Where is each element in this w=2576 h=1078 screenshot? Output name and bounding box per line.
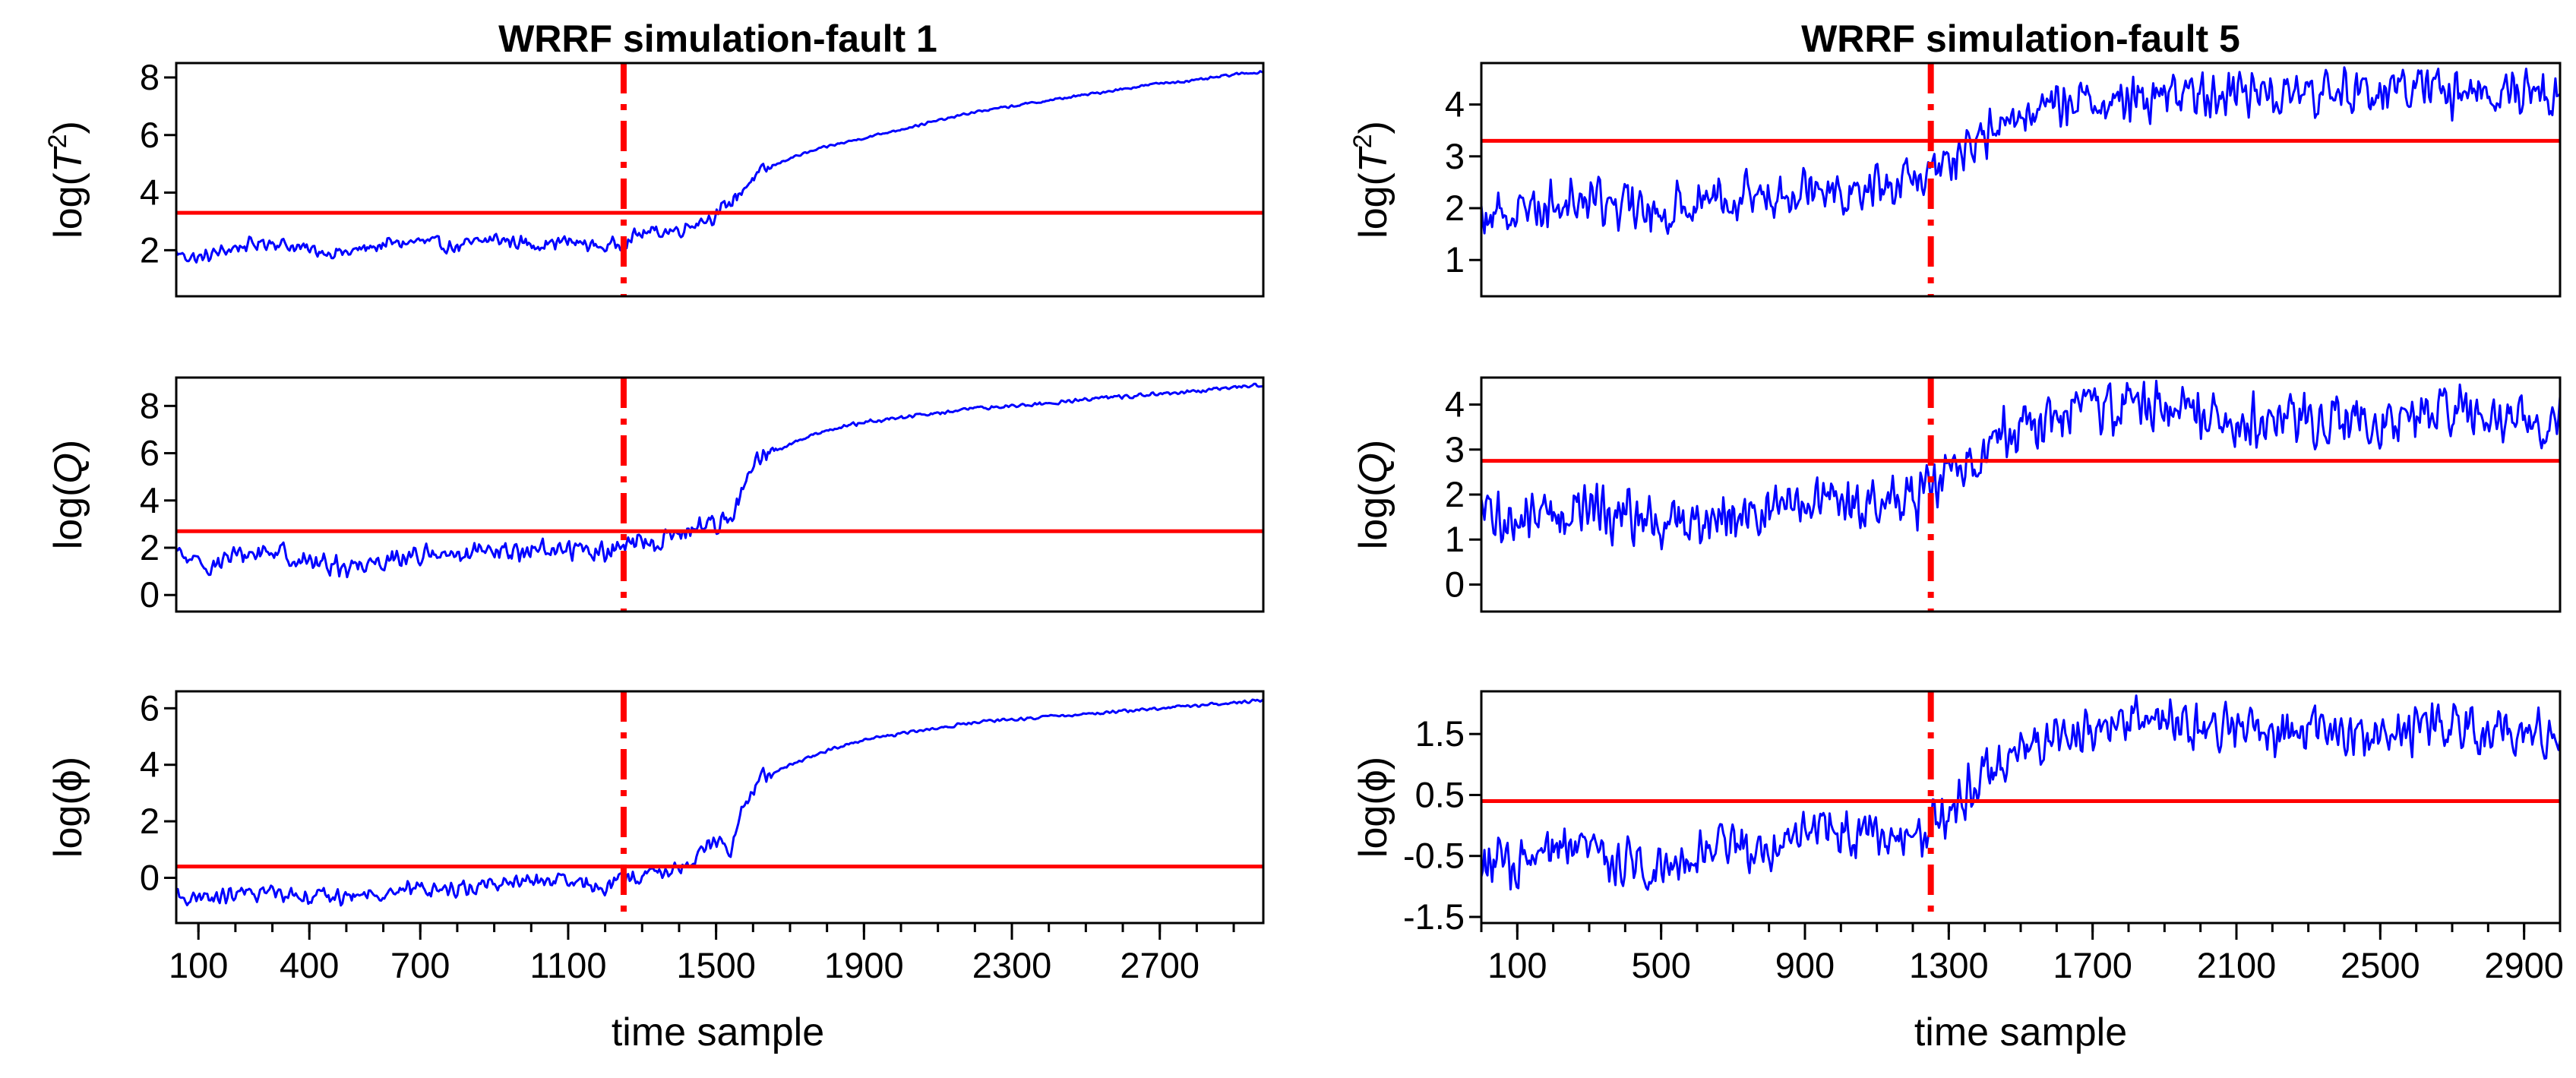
y-axis-label: log(Q) (46, 440, 90, 550)
x-axis-label: time sample (1914, 1010, 2127, 1054)
y-axis-label-suffix: ) (46, 440, 90, 453)
x-tick-label: 2100 (2197, 945, 2277, 985)
y-axis-label-variable: Q (1351, 453, 1395, 483)
x-tick-label: 1700 (2053, 945, 2132, 985)
x-tick-label: 2900 (2484, 945, 2564, 985)
x-tick-label: 500 (1631, 945, 1690, 985)
y-axis-label-variable: T (1351, 146, 1395, 172)
y-tick-label: 2 (1445, 188, 1465, 228)
y-axis-label-variable: ϕ (46, 770, 90, 792)
y-tick-label: 4 (1445, 84, 1465, 125)
y-tick-label: 6 (140, 688, 160, 728)
y-axis-label-prefix: log( (46, 483, 90, 549)
y-axis-label-suffix: ) (1351, 121, 1395, 134)
plot-frame (175, 690, 1265, 925)
y-axis-label-suffix: ) (46, 121, 90, 134)
y-tick-label: 2 (140, 801, 160, 841)
y-tick-label: 1 (1445, 239, 1465, 280)
y-tick-label: 2 (1445, 474, 1465, 514)
y-tick-label: -0.5 (1403, 836, 1465, 876)
y-axis-label-suffix: ) (1351, 440, 1395, 453)
y-axis-label-prefix: log( (1351, 483, 1395, 549)
y-axis-label: log(T2) (43, 121, 90, 239)
panel-left-2: 0 2 4 6 log(ϕ) 100 400 700 1100 1500 1900 2300 2700 t… (46, 688, 1265, 1054)
series-line (1481, 694, 2560, 891)
y-axis-label: log(ϕ) (1351, 757, 1395, 858)
panel-left-1: 0 2 4 6 8 log(Q) (46, 376, 1265, 615)
y-tick-label: 2 (140, 527, 160, 567)
y-axis-label: log(Q) (1351, 440, 1395, 550)
x-tick-label: 1100 (529, 945, 606, 985)
y-axis-label-prefix: log( (46, 172, 90, 238)
y-tick-label: 8 (140, 385, 160, 425)
plot-frame (1480, 62, 2562, 298)
y-axis-label-prefix: log( (1351, 792, 1395, 858)
y-tick-label: 6 (140, 115, 160, 155)
y-axis-label-suffix: ) (1351, 757, 1395, 770)
y-tick-label: 0 (1445, 564, 1465, 604)
x-tick-label: 2300 (972, 945, 1052, 985)
x-tick-label: 2700 (1120, 945, 1199, 985)
y-axis-label-superscript: 2 (1348, 134, 1377, 148)
x-axis-label: time sample (612, 1010, 824, 1054)
y-axis-label-variable: T (46, 146, 90, 172)
panel-right-2: -1.5 -0.5 0.5 1.5 log(ϕ) 100 500 900 1300 1700 210… (1351, 690, 2564, 1054)
y-axis-label-prefix: log( (46, 792, 90, 858)
y-tick-label: 6 (140, 433, 160, 473)
y-axis-label: log(ϕ) (46, 757, 90, 858)
series-line (1481, 379, 2560, 551)
panel-title: WRRF simulation-fault 5 (1801, 17, 2240, 60)
x-tick-label: 100 (169, 945, 228, 985)
y-tick-label: 4 (140, 744, 160, 785)
y-axis-label-prefix: log( (1351, 172, 1395, 238)
plot-frame (1480, 376, 2562, 613)
x-tick-label: 1300 (1909, 945, 1989, 985)
series-line (1481, 66, 2560, 236)
y-tick-label: 3 (1445, 136, 1465, 176)
y-tick-label: -1.5 (1403, 896, 1465, 937)
y-tick-label: 1.5 (1415, 713, 1465, 754)
x-tick-label: 1900 (824, 945, 904, 985)
y-tick-label: 0 (140, 857, 160, 897)
y-tick-label: 1 (1445, 519, 1465, 559)
x-tick-label: 700 (390, 945, 450, 985)
plot-frame (175, 376, 1265, 613)
x-tick-label: 2500 (2341, 945, 2420, 985)
panel-title: WRRF simulation-fault 1 (498, 17, 937, 60)
plot-frame (175, 62, 1265, 298)
y-axis-label-superscript: 2 (43, 134, 72, 148)
y-tick-label: 4 (140, 480, 160, 520)
y-tick-label: 0.5 (1415, 774, 1465, 814)
y-tick-label: 0 (140, 574, 160, 615)
y-axis-label: log(T2) (1348, 121, 1395, 239)
y-axis-label-suffix: ) (46, 757, 90, 770)
y-tick-label: 2 (140, 229, 160, 270)
y-axis-label-variable: Q (46, 453, 90, 483)
y-tick-label: 8 (140, 57, 160, 97)
x-tick-label: 900 (1775, 945, 1835, 985)
x-tick-label: 100 (1487, 945, 1547, 985)
y-tick-label: 4 (1445, 384, 1465, 425)
y-tick-label: 3 (1445, 429, 1465, 469)
x-tick-label: 400 (280, 945, 339, 985)
x-tick-label: 1500 (676, 945, 756, 985)
y-axis-label-variable: ϕ (1351, 770, 1395, 792)
panel-right-1: 0 1 2 34 log(Q) (1351, 376, 2562, 613)
series-line (176, 698, 1263, 907)
series-line (176, 70, 1263, 264)
y-tick-label: 4 (140, 172, 160, 213)
series-line (176, 382, 1263, 579)
